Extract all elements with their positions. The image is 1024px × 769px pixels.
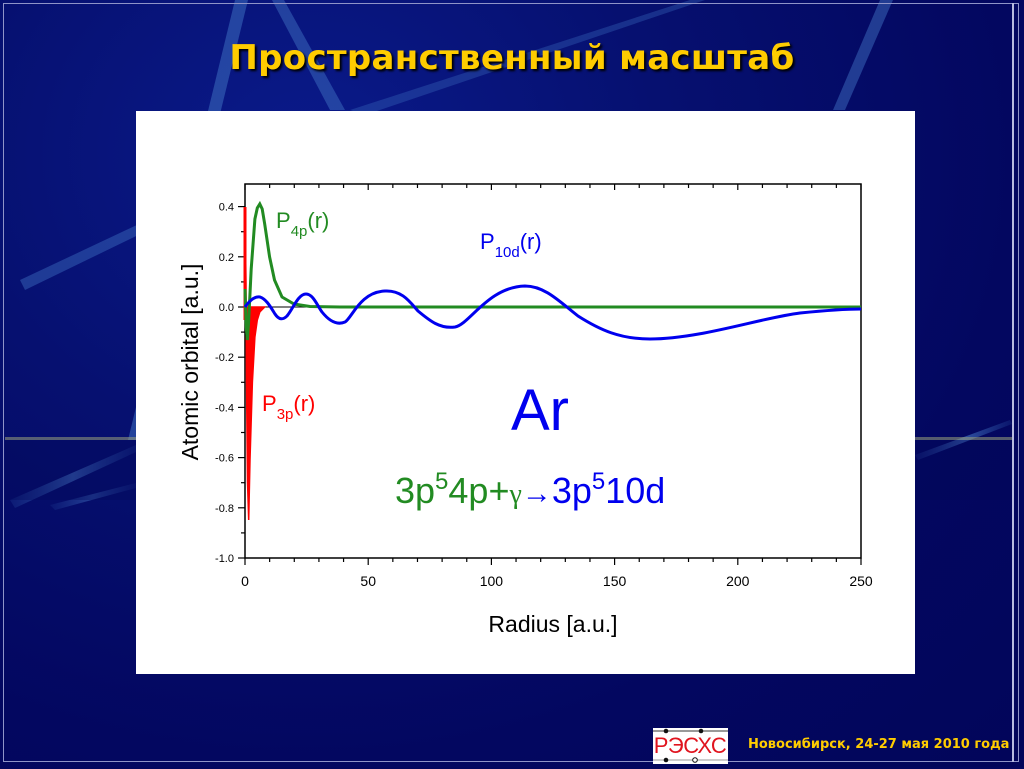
chart-panel [136,111,915,674]
x-axis-tick-labels: 0 50 100 150 200 250 [241,573,873,589]
element-label: Ar [511,378,569,443]
x-tick-label: 250 [849,573,873,589]
y-axis-title: Atomic orbital [a.u.] [177,264,203,461]
x-tick-label: 0 [241,573,249,589]
p3p-curve [244,206,267,521]
x-axis-title: Radius [a.u.] [488,611,617,637]
y-tick-label: -0.4 [215,402,234,414]
x-tick-label: 50 [360,573,376,589]
y-tick-label: 0.2 [219,252,234,264]
x-tick-label: 150 [603,573,627,589]
p10d-label: P10d(r) [480,229,542,261]
plot-area-frame [244,183,862,559]
p3p-label: P3p(r) [262,391,315,423]
slide-title: Пространственный масштаб [229,38,795,78]
reaction-equation: 3p54p+γ→3p510d [395,468,665,511]
y-axis-tick-labels: 0.4 0.2 0.0 -0.2 -0.4 -0.6 -0.8 -1.0 [215,202,234,565]
slide-right-edge [1012,3,1014,762]
p4p-curve [243,200,861,341]
conference-logo: РЭСХС [653,728,728,764]
y-tick-label: -0.2 [215,352,234,364]
svg-text:РЭСХС: РЭСХС [654,733,727,758]
x-tick-label: 100 [480,573,504,589]
y-tick-label: 0.0 [219,302,234,314]
y-tick-label: -1.0 [215,553,234,565]
y-tick-label: -0.6 [215,453,234,465]
y-tick-label: 0.4 [219,202,234,214]
x-axis-ticks [244,184,862,565]
logo-graphic: РЭСХС [653,728,728,763]
p10d-curve [243,284,862,341]
slide-border [3,3,1019,762]
p4p-label: P4p(r) [276,208,329,240]
x-tick-label: 200 [726,573,750,589]
y-tick-label: -0.8 [215,503,234,515]
footer-location-date: Новосибирск, 24-27 мая 2010 года [748,737,1010,752]
